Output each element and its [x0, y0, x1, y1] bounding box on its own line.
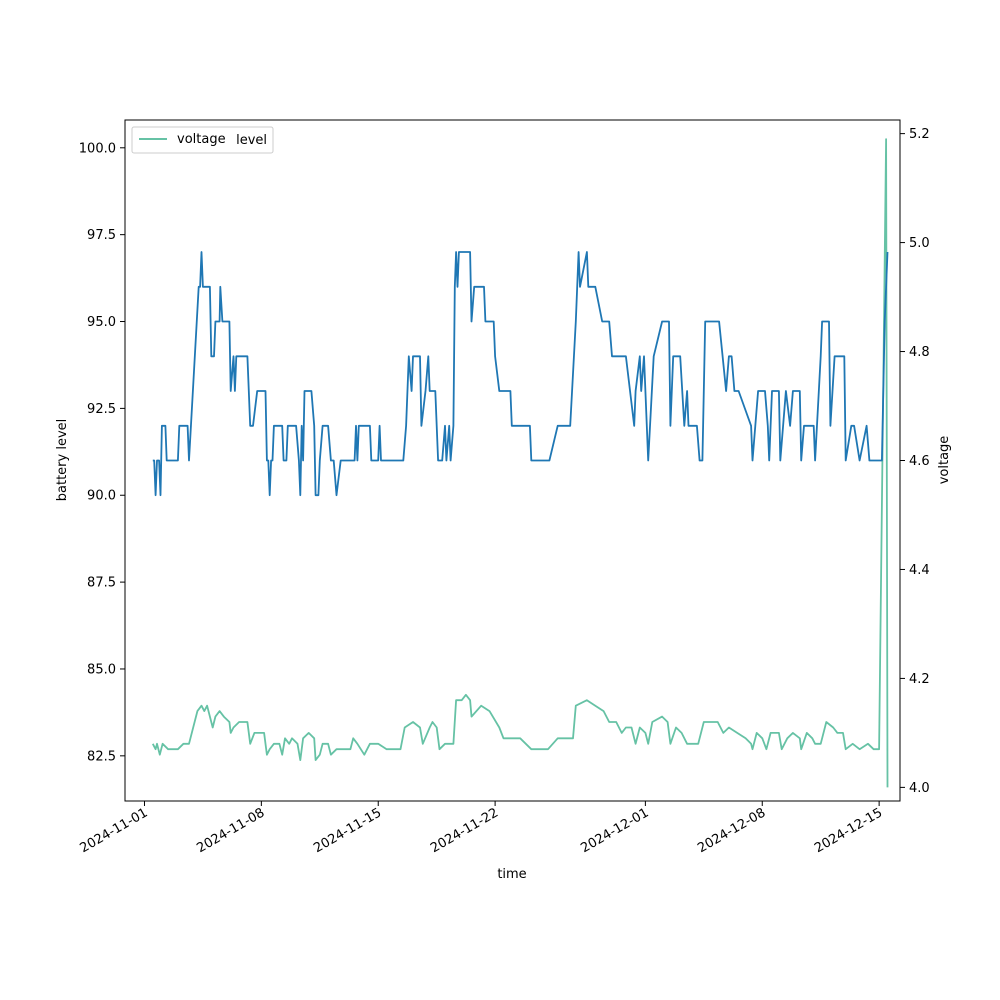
right-y-axis-label: voltage — [937, 436, 952, 485]
x-tick-label: 2024-11-15 — [311, 805, 384, 856]
right-y-tick-label: 4.0 — [909, 781, 930, 796]
left-y-tick-label: 85.0 — [87, 662, 116, 677]
left-y-tick-label: 100.0 — [79, 141, 116, 156]
x-tick-label: 2024-11-01 — [78, 805, 151, 856]
left-y-axis-label: battery level — [55, 419, 70, 502]
right-y-tick-label: 4.8 — [909, 345, 930, 360]
right-y-tick-label: 5.2 — [909, 127, 930, 142]
left-y-tick-label: 97.5 — [87, 228, 116, 243]
left-y-axis: 82.5 85.0 87.5 90.0 92.5 95.0 97.5 100.0 — [79, 141, 125, 764]
left-y-tick-label: 82.5 — [87, 749, 116, 764]
series-layer — [152, 138, 889, 788]
right-y-tick-label: 4.6 — [909, 454, 930, 469]
series-line-voltage — [152, 138, 889, 788]
x-tick-label: 2024-11-08 — [194, 805, 267, 856]
right-y-tick-label: 5.0 — [909, 236, 930, 251]
plot-frame — [124, 119, 901, 802]
series-line-level — [152, 251, 889, 497]
x-axis: 2024-11-01 2024-11-08 2024-11-15 2024-11-22… — [78, 801, 885, 856]
legend-label-level: level — [236, 133, 267, 148]
x-tick-label: 2024-12-08 — [695, 805, 768, 856]
x-tick-label: 2024-12-01 — [578, 805, 651, 856]
x-tick-label: 2024-12-15 — [812, 805, 885, 856]
right-y-axis: 4.0 4.2 4.4 4.6 4.8 5.0 5.2 — [900, 127, 930, 796]
x-axis-label: time — [497, 867, 526, 882]
legend: level voltage — [131, 126, 274, 154]
right-y-tick-label: 4.2 — [909, 672, 930, 687]
left-y-tick-label: 92.5 — [87, 402, 116, 417]
left-y-tick-label: 90.0 — [87, 489, 116, 504]
legend-box — [131, 126, 274, 154]
right-y-tick-label: 4.4 — [909, 563, 930, 578]
left-y-tick-label: 87.5 — [87, 576, 116, 591]
legend-label-voltage: voltage — [177, 132, 226, 147]
left-y-tick-label: 95.0 — [87, 315, 116, 330]
x-tick-label: 2024-11-22 — [428, 805, 501, 856]
